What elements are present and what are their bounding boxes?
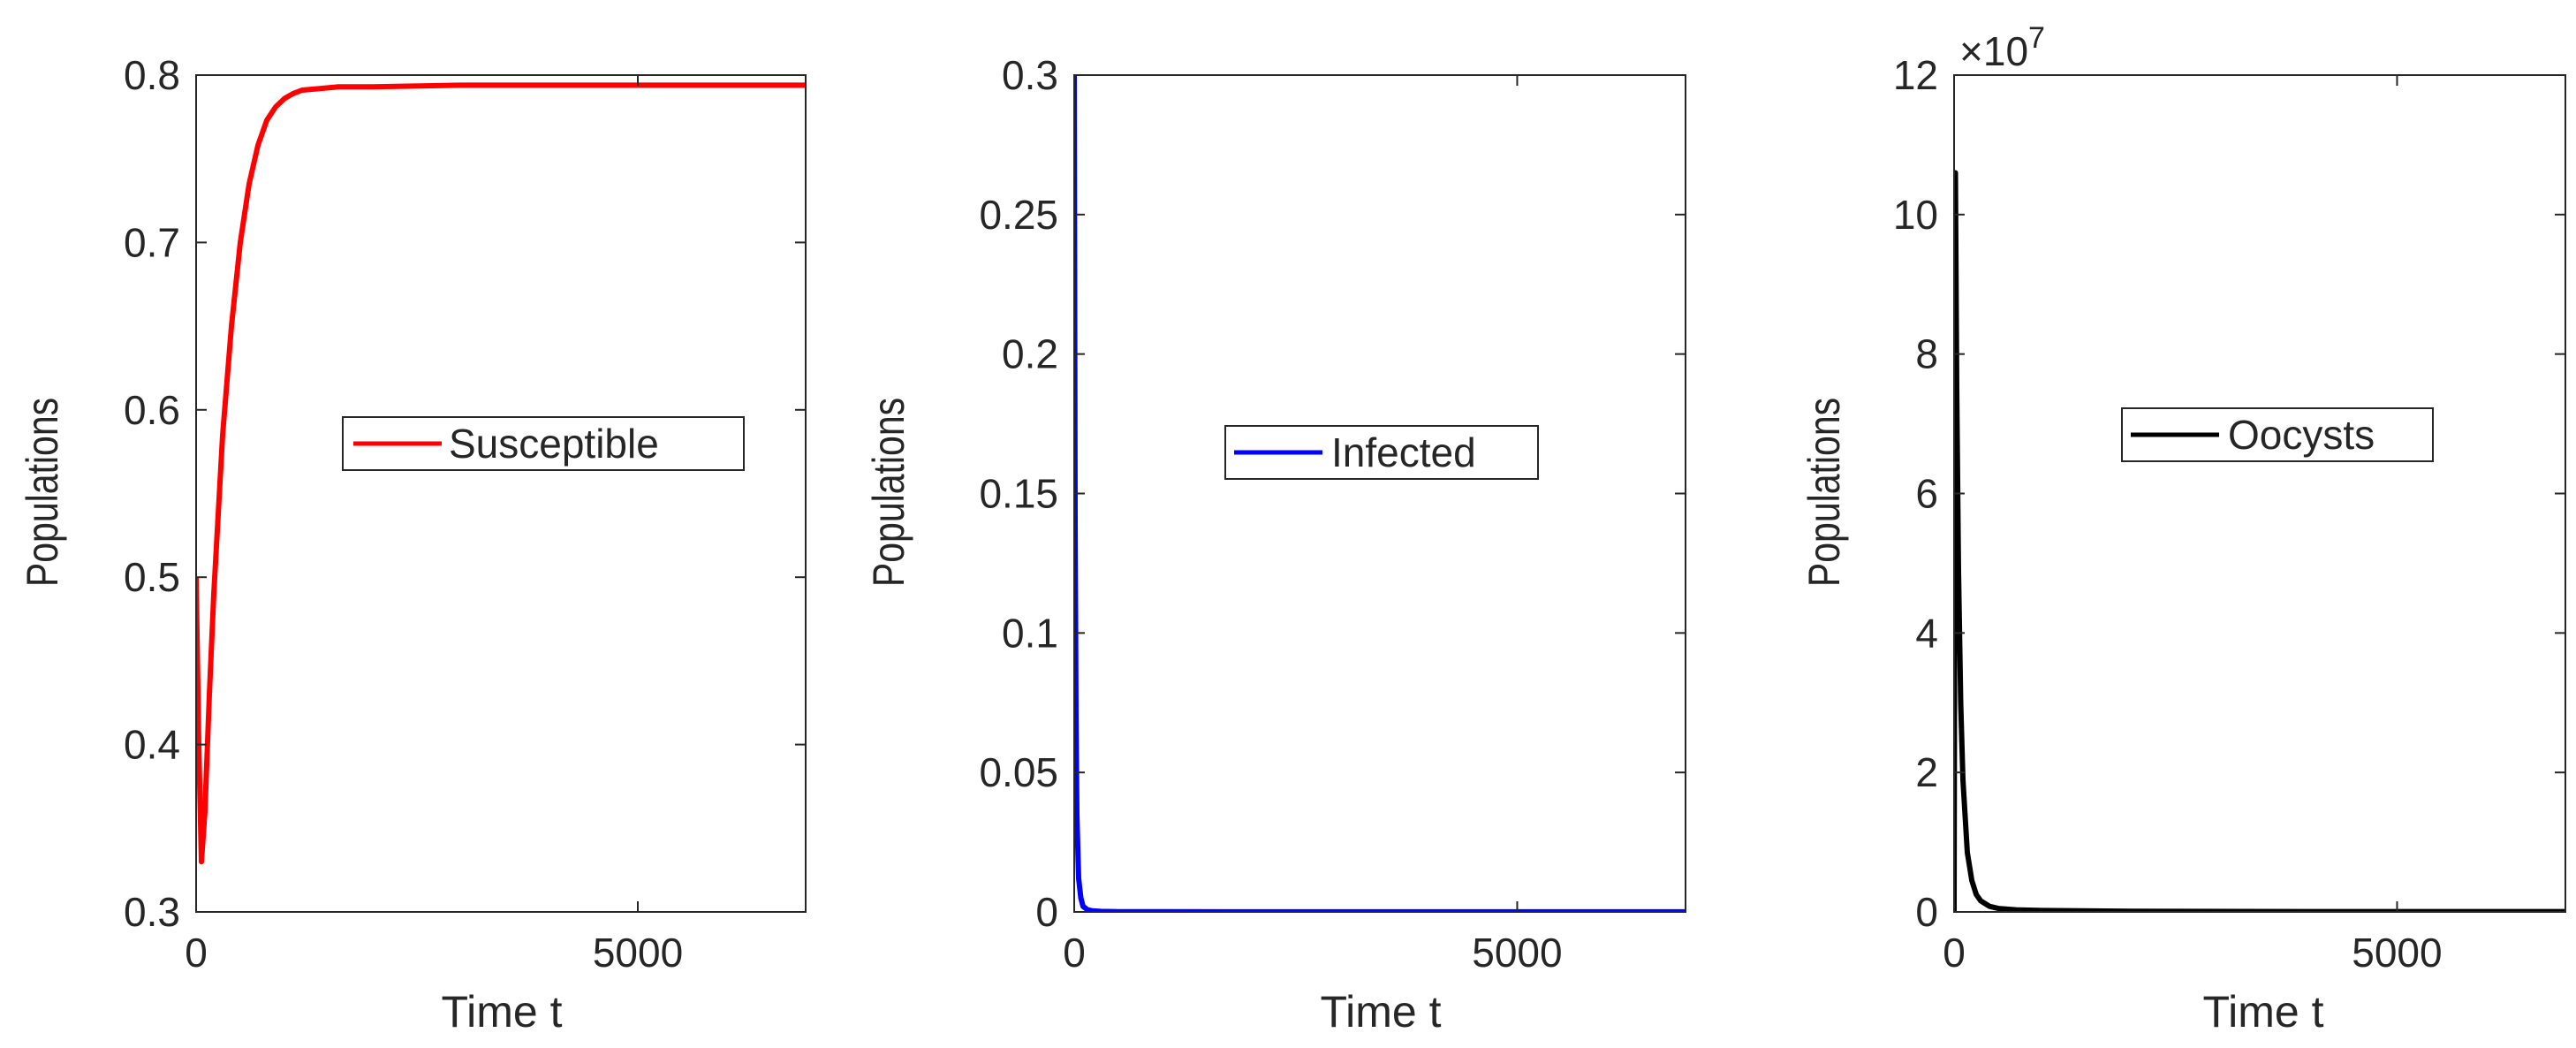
x-tick-label: 0 [1943, 930, 1966, 976]
legend: Infected [1224, 425, 1539, 480]
susceptible-panel: Populations Time t 0.3 0.4 0.5 0.6 0.7 0.8 0 50… [18, 52, 807, 1037]
x-tick-label: 5000 [593, 930, 683, 976]
y-tick-label: 0.25 [979, 192, 1058, 238]
y-tick-label: 0 [1915, 889, 1938, 935]
y-tick-label: 12 [1893, 52, 1938, 98]
plot-area [196, 75, 806, 912]
y-exponent-base: ×10 [1959, 28, 2028, 74]
y-tick-label: 0.8 [124, 52, 180, 98]
x-axis-label: Time t [2202, 987, 2323, 1037]
x-tick-label: 5000 [1472, 930, 1562, 976]
y-tick-label: 0.7 [124, 219, 180, 265]
x-tick-label: 5000 [2352, 930, 2442, 976]
legend: Oocysts [2121, 407, 2434, 462]
legend-label: Susceptible [449, 421, 659, 467]
plot-area [1954, 75, 2565, 912]
legend: Susceptible [342, 416, 745, 471]
y-tick-label: 6 [1915, 471, 1938, 517]
y-tick-label: 0.2 [1002, 331, 1058, 377]
x-axis-label: Time t [441, 987, 562, 1037]
y-tick-label: 4 [1915, 610, 1938, 656]
y-tick-label: 0.3 [1002, 52, 1058, 98]
y-tick-label: 2 [1915, 749, 1938, 795]
y-tick-label: 0.05 [979, 749, 1058, 795]
y-tick-label: 0.3 [124, 889, 180, 935]
y-tick-label: 0 [1035, 889, 1058, 935]
x-tick-label: 0 [1063, 930, 1086, 976]
axes-box [195, 74, 807, 913]
x-tick-label: 0 [185, 930, 208, 976]
series-line-oocysts [1954, 170, 2565, 912]
plot-area [1074, 75, 1686, 912]
infected-panel: Populations Time t 0 0.05 0.1 0.15 0.2 0.25 0.… [864, 52, 1686, 1037]
y-tick-label: 0.6 [124, 387, 180, 433]
y-tick-label: 8 [1915, 331, 1938, 377]
y-axis-label: Populations [1799, 398, 1849, 587]
y-axis-label: Populations [864, 398, 913, 587]
series-line-susceptible [196, 82, 806, 865]
oocysts-panel: Populations Time t ×107 0 2 4 6 8 10 12 0 5000 O… [1799, 21, 2566, 1037]
y-tick-label: 0.15 [979, 471, 1058, 517]
y-axis-label: Populations [18, 398, 67, 587]
legend-label: Oocysts [2228, 412, 2375, 458]
x-axis-label: Time t [1320, 987, 1441, 1037]
y-tick-label: 0.1 [1002, 610, 1058, 656]
y-tick-label: 10 [1893, 192, 1938, 238]
legend-label: Infected [1331, 429, 1476, 475]
y-tick-label: 0.5 [124, 554, 180, 600]
y-tick-label: 0.4 [124, 722, 180, 768]
y-exponent-label: ×107 [1959, 21, 2045, 74]
y-exponent-power: 7 [2028, 21, 2045, 55]
